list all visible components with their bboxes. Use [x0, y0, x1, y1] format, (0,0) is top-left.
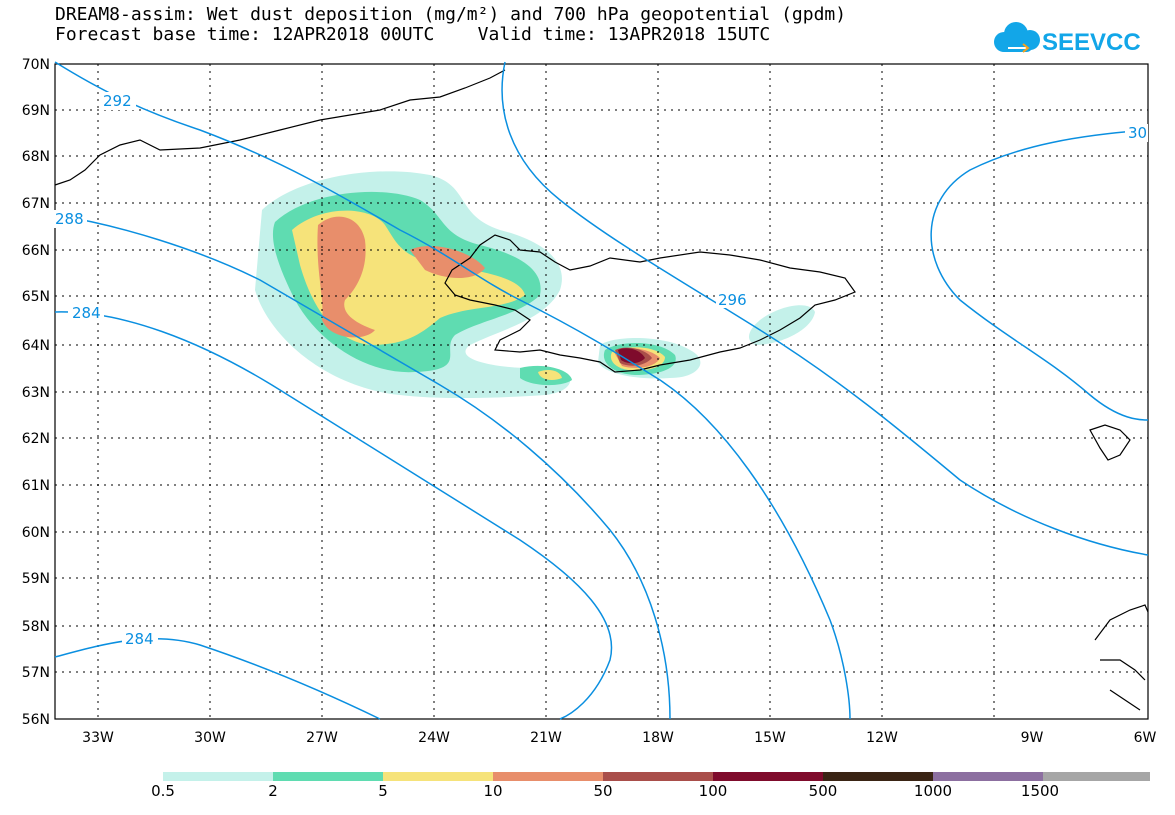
legend-swatch: [1043, 772, 1150, 781]
legend-label: 5: [378, 782, 388, 800]
chart-title: DREAM8-assim: Wet dust deposition (mg/m²…: [55, 4, 847, 25]
logo-text: SEEVCCC: [1042, 29, 1140, 56]
seevccc-logo: SEEVCCC: [994, 22, 1140, 56]
legend-swatch: [493, 772, 603, 781]
lat-label: 65N: [22, 289, 50, 305]
isoline-284-upper: [54, 311, 613, 720]
isoline-300: [930, 129, 1149, 421]
isoline-288: [54, 214, 671, 720]
lat-label: 57N: [22, 665, 50, 681]
lon-label: 24W: [418, 730, 450, 746]
chart-subtitle: Forecast base time: 12APR2018 00UTC Vali…: [55, 24, 771, 45]
legend-color-bar: [163, 772, 1150, 781]
legend-label: 2: [268, 782, 278, 800]
dust-shading: [255, 171, 815, 399]
dust-level-10: [317, 216, 375, 338]
lon-label: 9W: [1021, 730, 1044, 746]
legend-swatch: [163, 772, 273, 781]
coastlines: [54, 69, 1149, 711]
lat-label: 62N: [22, 431, 50, 447]
scotland-coast: [1094, 604, 1149, 711]
isoline-label: 296: [718, 291, 747, 309]
lat-label: 64N: [22, 338, 50, 354]
lon-label: 6W: [1134, 730, 1157, 746]
lon-label: 30W: [194, 730, 226, 746]
legend-label: 500: [808, 782, 838, 800]
isoline-label: 284: [72, 304, 101, 322]
lat-label: 63N: [22, 385, 50, 401]
legend-swatch: [603, 772, 713, 781]
legend-swatch: [273, 772, 383, 781]
dust-level-5: [538, 370, 562, 380]
legend-swatch: [823, 772, 933, 781]
lat-label: 56N: [22, 712, 50, 728]
legend-label: 10: [483, 782, 503, 800]
lat-label: 69N: [22, 103, 50, 119]
lat-label: 61N: [22, 478, 50, 494]
geopotential-isolines: [54, 61, 1149, 720]
faroe-islands: [1089, 424, 1131, 461]
lat-label: 66N: [22, 243, 50, 259]
legend-label: 1000: [913, 782, 953, 800]
isoline-296: [501, 61, 1149, 556]
isoline-label: 284: [125, 630, 154, 648]
legend-swatch: [933, 772, 1043, 781]
legend-label: 50: [593, 782, 613, 800]
isoline-label: 292: [103, 92, 132, 110]
lat-label: 58N: [22, 619, 50, 635]
legend-label: 0.5: [151, 782, 175, 800]
lat-label: 59N: [22, 571, 50, 587]
isoline-292: [54, 61, 851, 720]
legend-swatch: [383, 772, 493, 781]
legend-swatch: [713, 772, 823, 781]
iceland-coast: [444, 234, 856, 373]
legend-label: 100: [698, 782, 728, 800]
greenland-coast: [54, 69, 506, 186]
dust-level-10: [410, 246, 485, 278]
isoline-label: 288: [55, 210, 84, 228]
lon-label: 15W: [754, 730, 786, 746]
lat-label: 60N: [22, 525, 50, 541]
lon-label: 21W: [530, 730, 562, 746]
lat-label: 70N: [22, 57, 50, 73]
cloud-icon: [994, 22, 1040, 53]
isoline-284-lower: [54, 637, 381, 720]
lon-label: 27W: [306, 730, 338, 746]
legend-label: 1500: [1020, 782, 1060, 800]
lon-label: 18W: [642, 730, 674, 746]
lon-label: 33W: [82, 730, 114, 746]
lat-label: 68N: [22, 149, 50, 165]
lon-label: 12W: [866, 730, 898, 746]
lat-label: 67N: [22, 196, 50, 212]
dust-level-100: [618, 348, 645, 364]
graticule: [55, 64, 1148, 719]
isoline-label: 30: [1128, 124, 1147, 142]
longitude-labels: 33W 30W 27W 24W 21W 18W 15W 12W 9W 6W: [82, 730, 1156, 746]
dust-level-0-5: [748, 305, 815, 345]
latitude-labels: 70N 69N 68N 67N 66N 65N 64N 63N 62N 61N …: [22, 57, 50, 728]
